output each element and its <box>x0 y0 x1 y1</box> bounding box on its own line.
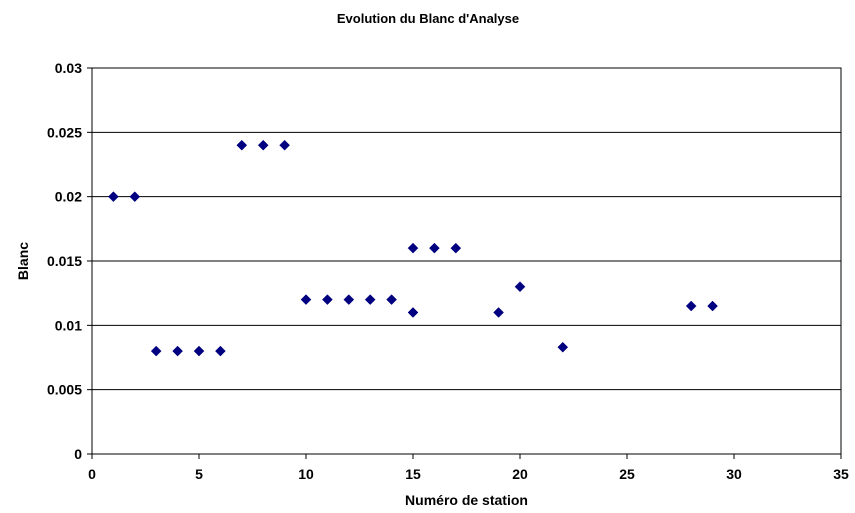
data-point <box>322 294 333 305</box>
data-points <box>108 139 718 357</box>
data-point <box>279 139 290 151</box>
x-tick-label: 15 <box>405 466 421 482</box>
axes <box>87 67 842 459</box>
x-axis-tick-labels: 0 5 10 15 20 25 30 35 <box>88 466 849 482</box>
x-tick-label: 25 <box>619 466 635 482</box>
x-tick-label: 35 <box>833 466 849 482</box>
y-axis-tick-labels: 0 0.005 0.01 0.015 0.02 0.025 0.03 <box>47 60 82 462</box>
x-tick-label: 0 <box>88 466 96 482</box>
y-tick-label: 0.01 <box>55 317 82 333</box>
data-point <box>364 294 376 305</box>
data-point <box>407 307 419 318</box>
data-point <box>429 242 440 254</box>
data-point <box>215 345 226 357</box>
y-tick-label: 0.03 <box>55 60 82 76</box>
chart-title: Evolution du Blanc d'Analyse <box>337 11 519 26</box>
data-point <box>557 341 569 353</box>
data-point <box>707 300 718 312</box>
data-point <box>236 139 248 151</box>
x-tick-label: 10 <box>298 466 314 482</box>
y-tick-label: 0.025 <box>47 124 82 140</box>
x-tick-label: 20 <box>512 466 528 482</box>
data-point <box>129 191 141 203</box>
data-point <box>193 345 205 357</box>
y-axis-title: Blanc <box>15 242 31 280</box>
data-point <box>685 300 697 312</box>
data-point <box>257 139 269 151</box>
x-tick-label: 5 <box>195 466 203 482</box>
x-axis-title: Numéro de station <box>405 492 528 508</box>
data-point <box>300 294 312 305</box>
data-point <box>386 294 397 305</box>
data-point <box>150 345 162 357</box>
y-tick-label: 0.02 <box>55 189 82 205</box>
y-tick-label: 0.015 <box>47 253 82 269</box>
x-tick-label: 30 <box>726 466 742 482</box>
data-point <box>172 345 183 357</box>
data-point <box>493 307 504 318</box>
data-point <box>407 242 419 254</box>
data-point <box>343 294 355 305</box>
data-point <box>108 191 119 203</box>
y-tick-label: 0 <box>74 446 82 462</box>
y-tick-label: 0.005 <box>47 382 82 398</box>
data-point <box>450 242 462 254</box>
data-point <box>514 281 526 293</box>
